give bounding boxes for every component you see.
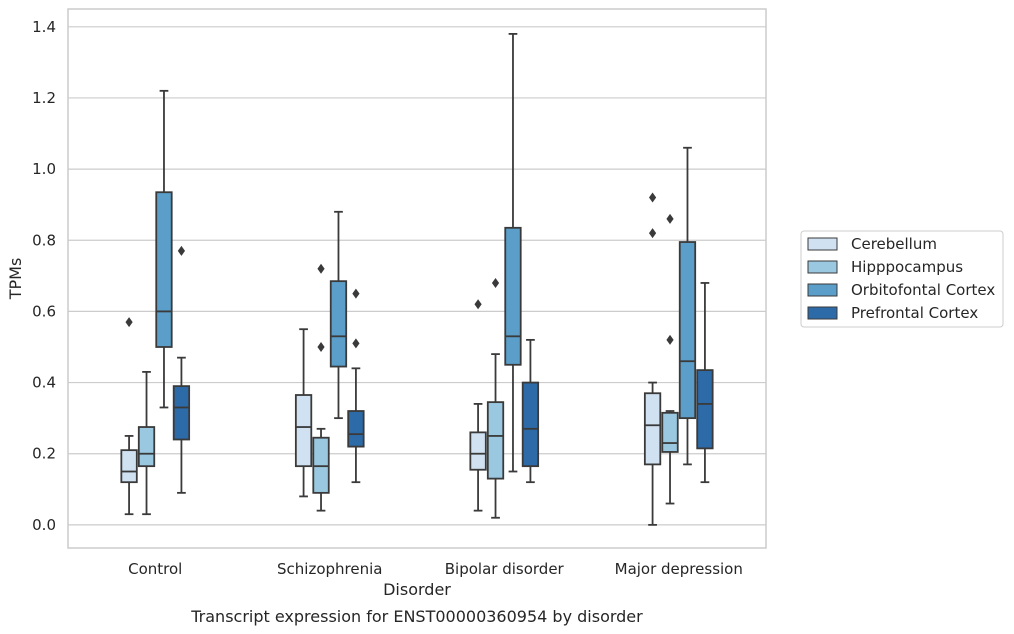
legend-swatch: [807, 306, 838, 320]
box-hipppocampus: [661, 213, 679, 505]
iqr-box: [155, 191, 173, 348]
outlier-point: [491, 277, 500, 288]
box-cerebellum: [120, 317, 138, 516]
x-axis-title: Disorder: [383, 580, 451, 599]
x-tick-label: Control: [128, 560, 182, 578]
iqr-box: [172, 385, 191, 441]
outlier-point: [125, 317, 133, 328]
legend-label: Orbitofontal Cortex: [851, 281, 995, 299]
box-hipppocampus: [137, 370, 156, 516]
y-tick-label: 0.4: [32, 374, 56, 392]
box-hipppocampus: [312, 263, 330, 512]
y-tick-label: 0.8: [32, 231, 56, 249]
outlier-point: [177, 245, 186, 256]
legend: Cerebellum Hipppocampus Orbitofontal Corte…: [800, 230, 1004, 328]
box-orbitofontal-cortex: [329, 210, 348, 420]
outlier-point: [352, 288, 360, 299]
iqr-box: [329, 280, 348, 368]
iqr-box: [521, 381, 540, 468]
iqr-box: [661, 411, 679, 453]
iqr-box: [504, 226, 522, 366]
y-tick-labels: 0.0 0.2 0.4 0.6 0.8 1.0 1.2 1.4: [32, 18, 56, 534]
box-orbitofontal-cortex: [504, 33, 522, 473]
outlier-point: [474, 299, 482, 310]
iqr-box: [120, 449, 138, 484]
box-prefrontal-cortex: [172, 245, 191, 494]
box-cerebellum: [643, 192, 662, 526]
box-orbitofontal-cortex: [155, 89, 173, 409]
y-axis-title: TPMs: [6, 258, 25, 301]
legend-swatch: [807, 283, 838, 297]
box-cerebellum: [294, 328, 313, 498]
box-prefrontal-cortex: [521, 338, 540, 484]
x-tick-label: Schizophrenia: [277, 560, 382, 578]
iqr-box: [643, 392, 662, 466]
iqr-box: [347, 410, 365, 448]
box-prefrontal-cortex: [696, 282, 714, 484]
y-tick-label: 1.0: [32, 160, 56, 178]
box-groups: [120, 33, 714, 526]
outlier-point: [666, 213, 674, 224]
outlier-point: [648, 228, 657, 239]
x-tick-label: Major depression: [615, 560, 743, 578]
gridlines: [68, 26, 766, 526]
outlier-point: [317, 341, 325, 352]
outlier-point: [317, 263, 325, 274]
box-orbitofontal-cortex: [678, 146, 697, 466]
legend-swatch: [807, 237, 838, 251]
iqr-box: [696, 369, 714, 450]
legend-label: Cerebellum: [851, 235, 937, 253]
legend-label: Hipppocampus: [851, 258, 963, 276]
legend-frame: [800, 230, 1004, 328]
outlier-point: [352, 338, 360, 349]
plot-frame: [67, 8, 767, 549]
box-cerebellum: [469, 299, 487, 512]
y-tick-label: 0.6: [32, 302, 56, 320]
outlier-point: [648, 192, 657, 203]
chart-caption: Transcript expression for ENST0000036095…: [190, 607, 643, 626]
x-tick-label: Bipolar disorder: [445, 560, 565, 578]
x-tick-labels: Control Schizophrenia Bipolar disorder Majo…: [128, 560, 743, 578]
iqr-box: [294, 394, 313, 468]
y-tick-label: 0.0: [32, 516, 56, 534]
outlier-point: [666, 334, 674, 345]
y-tick-label: 0.2: [32, 445, 56, 463]
legend-swatch: [807, 260, 838, 274]
legend-label: Prefrontal Cortex: [851, 304, 978, 322]
y-tick-label: 1.2: [32, 89, 56, 107]
y-tick-label: 1.4: [32, 18, 56, 36]
box-hipppocampus: [486, 277, 505, 519]
iqr-box: [486, 401, 505, 480]
box-prefrontal-cortex: [347, 288, 365, 484]
iqr-box: [137, 426, 156, 468]
iqr-box: [678, 241, 697, 420]
iqr-box: [469, 431, 487, 471]
